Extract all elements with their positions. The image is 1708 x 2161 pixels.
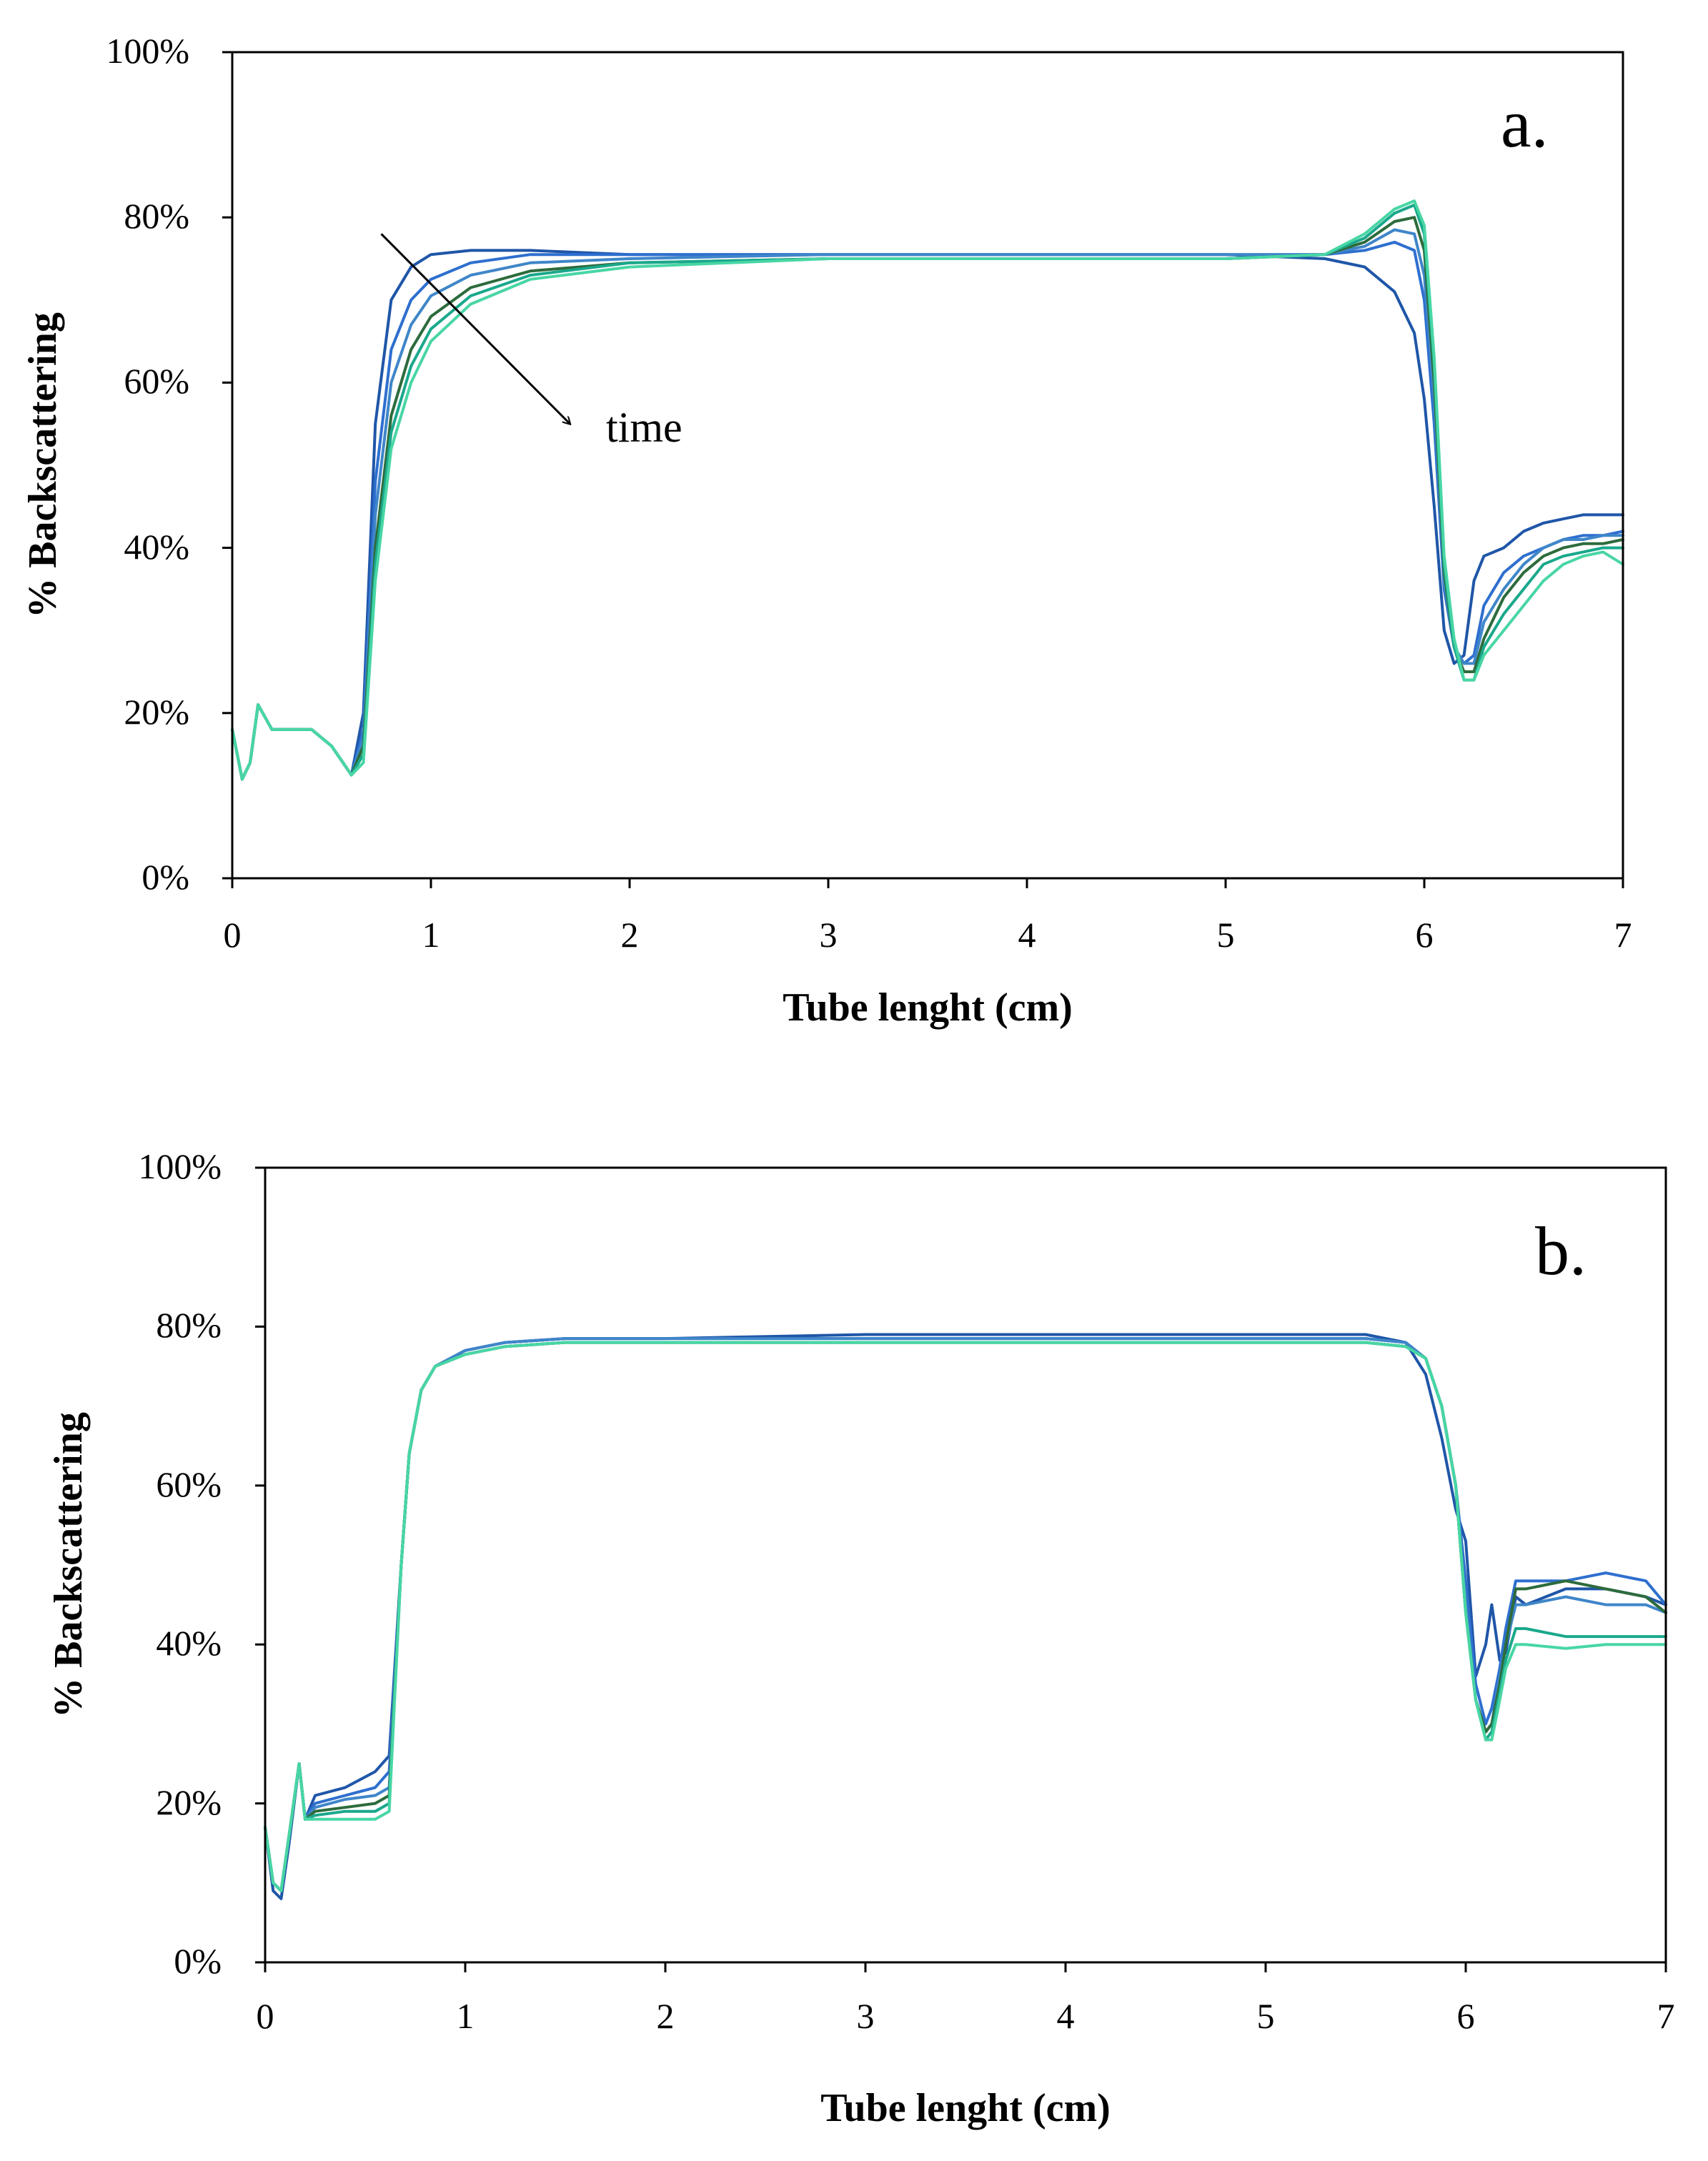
y-tick-label: 60% (124, 361, 189, 401)
y-axis-title: % Backscattering (21, 312, 65, 618)
y-axis-title: % Backscattering (46, 1412, 91, 1718)
panel-a-y-ticks: 0% 20% 40% 60% 80% 100% (106, 31, 189, 897)
series-line-t3 (264, 1337, 1667, 1892)
panel-a-plot-frame (231, 51, 1624, 880)
y-tick-label: 80% (124, 196, 189, 236)
series-line-t3 (231, 228, 1624, 781)
series-line-t1 (231, 249, 1624, 781)
x-axis-title: Tube lenght (cm) (820, 2086, 1111, 2130)
series-line-t4 (264, 1341, 1667, 1892)
x-tick-label: 5 (1257, 1996, 1275, 2036)
panel-label: b. (1535, 1213, 1587, 1289)
x-tick-label: 7 (1614, 915, 1632, 955)
time-annotation: time (606, 404, 682, 451)
y-tick-label: 40% (156, 1623, 222, 1663)
y-tick-label: 100% (138, 1146, 222, 1186)
x-tick-label: 4 (1057, 1996, 1075, 2036)
y-tick-label: 80% (156, 1305, 222, 1345)
series-line-t2 (231, 240, 1624, 781)
x-tick-label: 5 (1217, 915, 1235, 955)
panel-b-lines (255, 1166, 1667, 1972)
panel-b-plot-frame (264, 1166, 1667, 1964)
x-tick-label: 2 (657, 1996, 675, 2036)
panel-b-x-ticks: 0 1 2 3 4 5 6 7 (257, 1996, 1675, 2036)
y-tick-label: 20% (124, 692, 189, 732)
x-tick-label: 4 (1018, 915, 1036, 955)
y-tick-label: 0% (174, 1941, 222, 1981)
x-tick-label: 6 (1457, 1996, 1475, 2036)
series-line-t2 (264, 1337, 1667, 1892)
y-tick-label: 60% (156, 1464, 222, 1504)
x-tick-label: 6 (1416, 915, 1434, 955)
series-line-t1 (264, 1333, 1667, 1900)
time-arrow (380, 233, 570, 424)
y-tick-label: 0% (141, 857, 189, 897)
series-line-t5 (264, 1341, 1667, 1892)
panel-a-x-ticks: 0 1 2 3 4 5 6 7 (224, 915, 1632, 955)
panel-a-lines (222, 51, 1624, 888)
x-axis-title: Tube lenght (cm) (783, 985, 1073, 1030)
x-tick-label: 3 (857, 1996, 875, 2036)
chart-panel-b: 0% 20% 40% 60% 80% 100% 0 1 2 3 4 5 6 7 … (46, 1146, 1675, 2130)
x-tick-label: 7 (1657, 1996, 1675, 2036)
x-tick-label: 0 (224, 915, 242, 955)
series-line-t6 (264, 1341, 1667, 1892)
y-tick-label: 20% (156, 1782, 222, 1822)
x-tick-label: 1 (422, 915, 440, 955)
x-tick-label: 0 (257, 1996, 274, 2036)
x-tick-label: 3 (820, 915, 838, 955)
x-tick-label: 2 (621, 915, 639, 955)
x-tick-label: 1 (457, 1996, 475, 2036)
y-tick-label: 40% (124, 527, 189, 567)
series-line-t4 (231, 216, 1624, 781)
chart-panel-a: 0% 20% 40% 60% 80% 100% 0 1 2 3 4 5 6 7 … (21, 31, 1632, 1030)
y-tick-label: 100% (106, 31, 189, 71)
panel-b-y-ticks: 0% 20% 40% 60% 80% 100% (138, 1146, 222, 1981)
panel-label: a. (1501, 85, 1549, 162)
series-line-t6 (231, 199, 1624, 781)
